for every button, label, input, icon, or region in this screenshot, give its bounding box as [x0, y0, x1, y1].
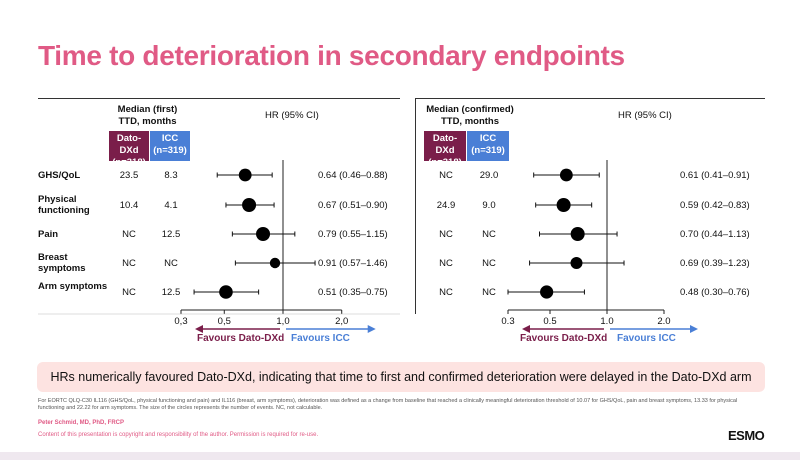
right-icc-median: NC — [482, 229, 496, 240]
right-median-header: Median (confirmed) TTD, months — [420, 104, 520, 128]
right-icc-median: 9.0 — [482, 200, 496, 211]
left-tick-label: 0,3 — [174, 316, 187, 327]
left-favours-dato: Favours Dato-DXd — [197, 333, 285, 344]
left-hr-ci: 0.51 (0.35–0.75) — [318, 287, 388, 298]
right-icc-median: NC — [482, 287, 496, 298]
right-arrowhead-icc — [689, 325, 698, 333]
footnote: For EORTC QLQ-C30 IL116 (GHS/QoL, physic… — [38, 398, 738, 411]
right-top-rule — [415, 98, 765, 99]
row-label: GHS/QoL — [38, 170, 81, 181]
left-median-header-l2: TTD, months — [118, 116, 177, 127]
left-hr-header: HR (95% CI) — [265, 110, 319, 121]
left-top-rule — [38, 98, 400, 99]
right-hr-point — [570, 227, 585, 241]
right-badge-dato: Dato-DXd (n=318) — [424, 131, 466, 168]
left-arrowhead-dato — [195, 325, 203, 333]
right-badge-icc-name: ICC — [479, 133, 497, 144]
right-median-header-l1: Median (confirmed) — [426, 104, 514, 115]
left-median-header: Median (first) TTD, months — [100, 104, 195, 128]
right-hr-point — [540, 285, 554, 299]
right-dato-median: NC — [439, 258, 453, 269]
row-label: Physical functioning — [38, 194, 90, 216]
left-dato-median: NC — [122, 258, 136, 269]
left-hr-ci: 0.79 (0.55–1.15) — [318, 229, 388, 240]
right-badge-dato-name: Dato-DXd — [432, 133, 458, 156]
esmo-logo-text: ESMO — [728, 428, 765, 443]
conclusion-banner: HRs numerically favoured Dato-DXd, indic… — [37, 362, 765, 392]
right-dato-median: NC — [439, 229, 453, 240]
right-icc-median: NC — [482, 258, 496, 269]
copyright-notice: Content of this presentation is copyrigh… — [38, 432, 319, 438]
right-hr-ci: 0.48 (0.30–0.76) — [680, 287, 750, 298]
right-hr-ci: 0.61 (0.41–0.91) — [680, 170, 750, 181]
esmo-logo: ESMO — [728, 428, 765, 443]
right-median-header-l2: TTD, months — [440, 116, 500, 127]
left-favours-icc: Favours ICC — [291, 333, 350, 344]
left-tick-label: 0,5 — [218, 316, 231, 327]
right-tick-label: 1.0 — [600, 316, 613, 327]
right-favours-dato: Favours Dato-DXd — [520, 333, 608, 344]
bottom-bar — [0, 452, 800, 460]
left-hr-point — [219, 285, 233, 299]
right-hr-point — [556, 198, 571, 212]
right-badge-dato-n: (n=318) — [428, 157, 462, 168]
left-tick-label: 2,0 — [335, 316, 348, 327]
left-hr-ci: 0.91 (0.57–1.46) — [318, 258, 388, 269]
left-icc-median: 12.5 — [161, 287, 181, 298]
right-badge-icc: ICC (n=319) — [467, 131, 509, 161]
left-icc-median: 12.5 — [161, 229, 181, 240]
left-badge-dato-n: (n=318) — [112, 157, 146, 168]
left-icc-median: NC — [164, 258, 178, 269]
right-tick-label: 2.0 — [657, 316, 670, 327]
left-icc-median: 4.1 — [164, 200, 178, 211]
right-hr-ci: 0.69 (0.39–1.23) — [680, 258, 750, 269]
right-panel-border — [415, 98, 416, 314]
right-hr-point — [559, 168, 573, 182]
slide-title: Time to deterioration in secondary endpo… — [38, 40, 625, 71]
row-label: Pain — [38, 229, 59, 240]
presenter-name: Peter Schmid, MD, PhD, FRCP — [38, 420, 125, 426]
left-dato-median: NC — [122, 287, 136, 298]
left-badge-dato: Dato-DXd (n=318) — [109, 131, 149, 168]
left-dato-median: NC — [122, 229, 136, 240]
left-hr-point — [242, 198, 257, 212]
right-badge-icc-n: (n=319) — [471, 145, 505, 156]
right-hr-header: HR (95% CI) — [618, 110, 672, 121]
right-icc-median: 29.0 — [479, 170, 499, 181]
right-hr-point — [570, 257, 583, 269]
row-label: Breast symptoms — [38, 252, 86, 274]
right-hr-ci: 0.70 (0.44–1.13) — [680, 229, 750, 240]
left-hr-point — [256, 227, 271, 241]
right-tick-label: 0.5 — [543, 316, 556, 327]
right-dato-median: NC — [439, 287, 453, 298]
left-badge-icc-n: (n=319) — [153, 145, 187, 156]
left-hr-ci: 0.64 (0.46–0.88) — [318, 170, 388, 181]
left-hr-point — [269, 257, 281, 269]
left-hr-point — [238, 168, 252, 182]
left-dato-median: 10.4 — [119, 200, 139, 211]
left-arrowhead-icc — [367, 325, 376, 333]
left-hr-ci: 0.67 (0.51–0.90) — [318, 200, 388, 211]
right-dato-median: NC — [439, 170, 453, 181]
right-tick-label: 0.3 — [501, 316, 514, 327]
row-label: Arm symptoms — [38, 281, 108, 292]
left-badge-dato-name: Dato-DXd — [116, 133, 142, 156]
left-median-header-l1: Median (first) — [117, 104, 178, 115]
left-badge-icc: ICC (n=319) — [150, 131, 190, 161]
left-tick-label: 1,0 — [276, 316, 289, 327]
right-favours-icc: Favours ICC — [617, 333, 676, 344]
left-dato-median: 23.5 — [119, 170, 139, 181]
right-arrowhead-dato — [522, 325, 530, 333]
right-dato-median: 24.9 — [436, 200, 456, 211]
left-icc-median: 8.3 — [164, 170, 178, 181]
left-badge-icc-name: ICC — [161, 133, 179, 144]
right-hr-ci: 0.59 (0.42–0.83) — [680, 200, 750, 211]
